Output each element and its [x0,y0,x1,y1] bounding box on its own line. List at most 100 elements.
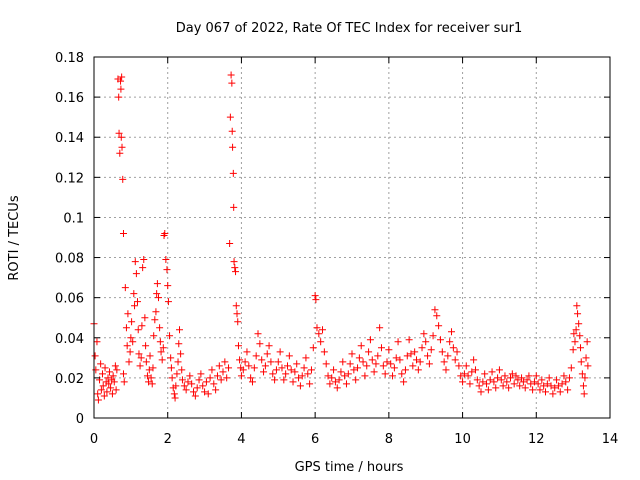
data-point [206,374,214,382]
data-point [122,324,130,332]
data-point [475,382,483,390]
data-point [503,378,511,386]
data-point [136,362,144,370]
data-point [564,386,572,394]
data-point [171,394,179,402]
data-point [571,338,579,346]
data-point [385,346,393,354]
data-point [374,352,382,360]
data-point [141,314,149,322]
data-point [129,338,137,346]
data-point [551,384,559,392]
data-point [133,298,141,306]
data-point [228,79,236,87]
data-point [376,324,384,332]
data-point [536,386,544,394]
data-point [285,352,293,360]
data-point [276,348,284,356]
data-point [295,374,303,382]
data-point [126,348,134,356]
data-point [333,384,341,392]
data-point [490,378,498,386]
data-point [280,376,288,384]
data-point [341,372,349,380]
x-tick-label: 2 [164,432,172,447]
data-point [265,342,273,350]
data-point [142,358,150,366]
y-tick-label: 0.04 [55,332,84,347]
y-tick-label: 0 [76,412,84,427]
data-point [355,354,363,362]
data-point [381,370,389,378]
data-point [132,270,140,278]
x-tick-label: 4 [237,432,245,447]
data-point [267,358,275,366]
data-point [131,258,139,266]
data-point [156,338,164,346]
data-point [167,364,175,372]
data-point [357,342,365,350]
data-point [326,380,334,388]
data-point [94,390,102,398]
data-point [389,372,397,380]
data-point [119,229,127,237]
data-point [494,374,502,382]
data-point [150,332,158,340]
data-point [170,390,178,398]
data-point [401,366,409,374]
data-point [538,376,546,384]
data-point [574,310,582,318]
data-point [143,372,151,380]
y-axis-ticks: 0 0.02 0.04 0.06 0.08 0.1 0.12 0.14 0.16 0.18 [55,51,610,427]
data-point [296,382,304,390]
data-point [195,376,203,384]
data-point [184,378,192,386]
data-point [191,392,199,400]
data-point [120,378,128,386]
data-point [567,364,575,372]
data-point [319,326,327,334]
data-point [530,378,538,386]
data-point [145,378,153,386]
data-point [107,384,115,392]
x-tick-label: 0 [90,432,98,447]
data-point [464,372,472,380]
data-point [422,338,430,346]
data-point [157,348,165,356]
data-point [387,360,395,368]
y-axis-label: ROTI / TECUs [7,195,22,280]
data-point [168,374,176,382]
data-point [110,378,118,386]
data-point [460,370,468,378]
data-point [97,386,105,394]
data-point [164,282,172,290]
data-point [177,350,185,358]
data-point [547,382,555,390]
data-point [361,372,369,380]
data-point [99,382,107,390]
data-point [575,320,583,328]
data-point [151,316,159,324]
data-point [234,342,242,350]
data-point [112,386,120,394]
x-tick-label: 14 [602,432,619,447]
data-point [377,344,385,352]
data-point [529,386,537,394]
data-point [365,348,373,356]
data-point [197,370,205,378]
y-tick-label: 0.16 [55,91,84,106]
data-point [201,388,209,396]
data-point [272,366,280,374]
data-point [553,376,561,384]
data-point [315,330,323,338]
data-point [140,256,148,264]
y-tick-label: 0.12 [55,171,84,186]
data-point [104,374,112,382]
data-point [212,386,220,394]
data-point [228,127,236,135]
data-point [167,354,175,362]
data-point [202,378,210,386]
data-point [227,71,235,79]
data-point [470,356,478,364]
data-point [127,334,135,342]
